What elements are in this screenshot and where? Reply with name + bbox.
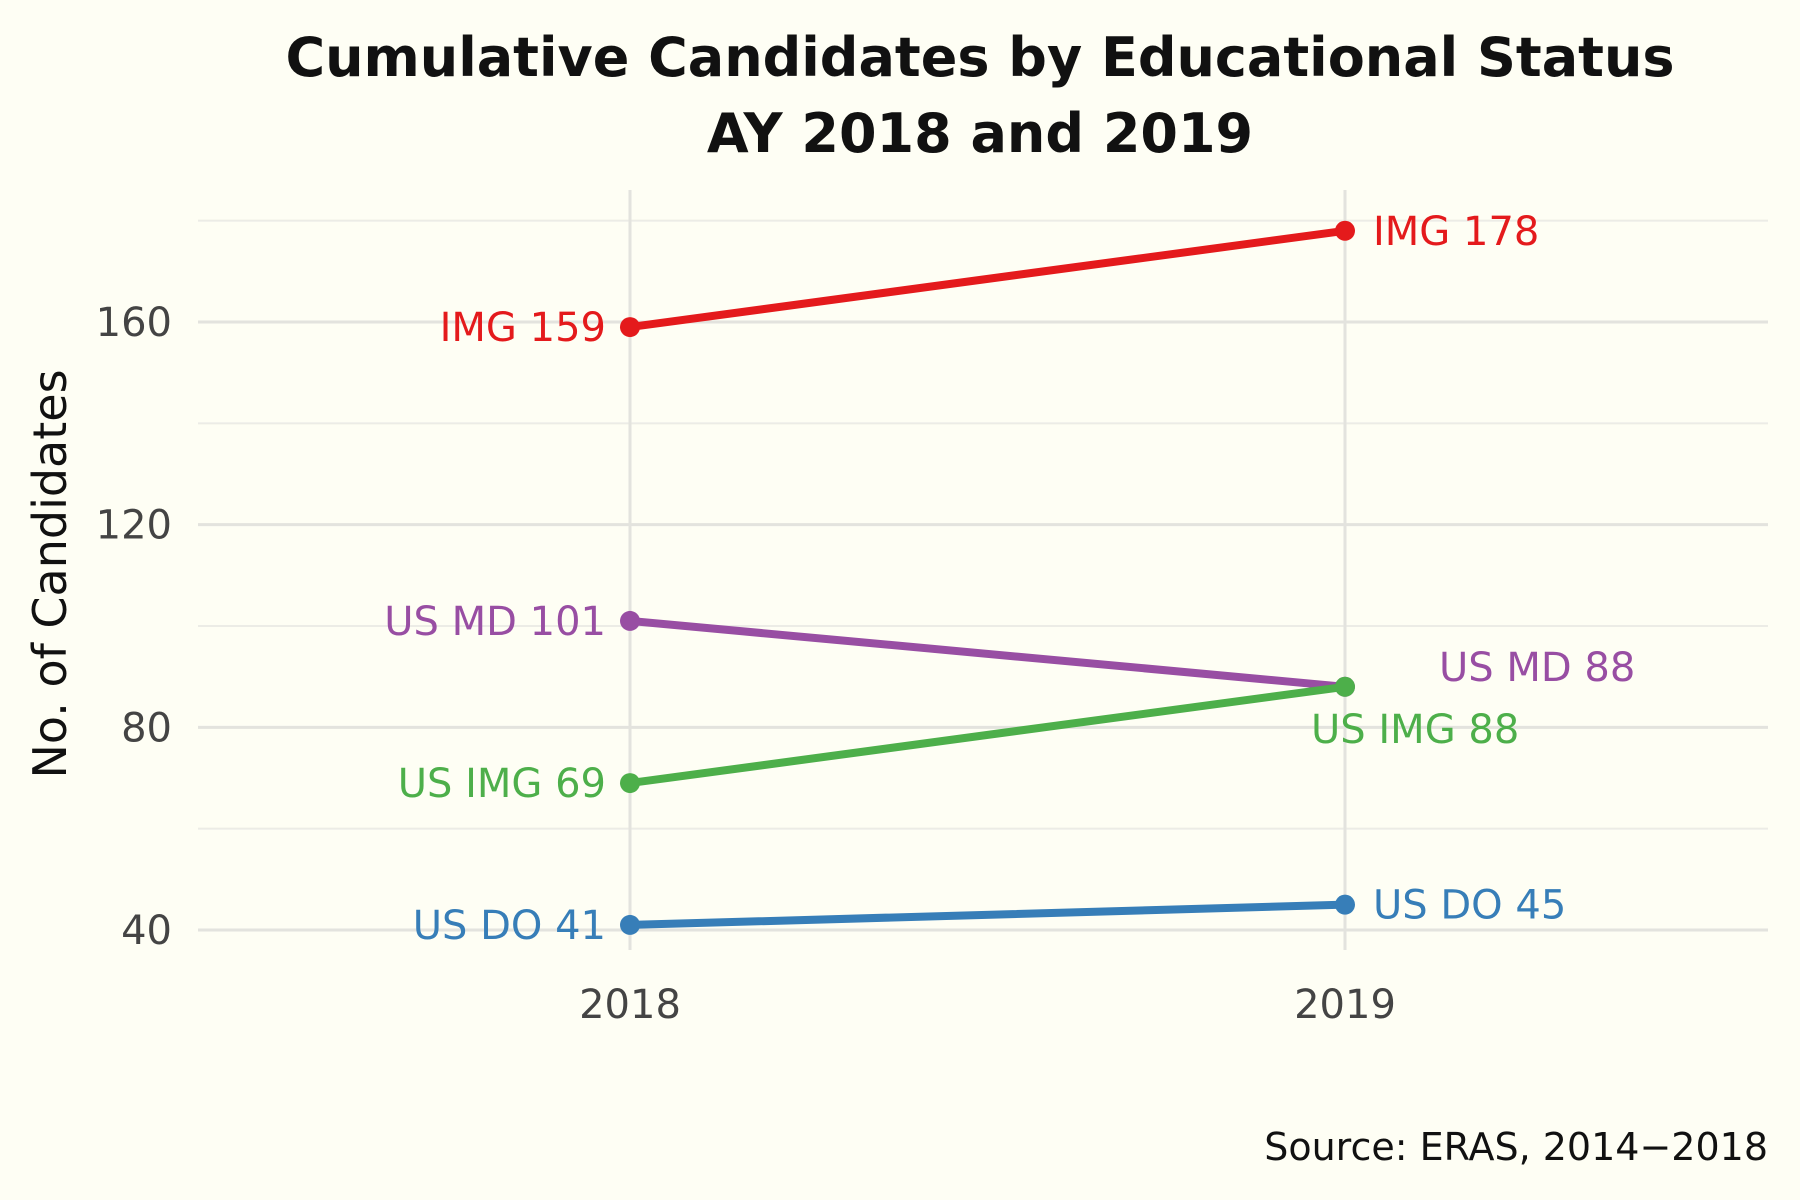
data-point-us-do-2018 bbox=[620, 914, 640, 935]
data-point-us-md-2018 bbox=[620, 610, 640, 631]
data-label-us-md-2018: US MD 101 bbox=[384, 599, 606, 645]
data-label-img-2018: IMG 159 bbox=[440, 305, 606, 351]
data-point-us-img-2018 bbox=[620, 773, 640, 794]
x-tick-label-1: 2019 bbox=[1294, 982, 1396, 1028]
data-point-img-2019 bbox=[1335, 220, 1355, 241]
series-layer bbox=[620, 220, 1355, 935]
x-tick-label-0: 2018 bbox=[579, 982, 681, 1028]
data-label-us-img-2019: US IMG 88 bbox=[1311, 707, 1519, 753]
data-label-us-md-2019: US MD 88 bbox=[1439, 645, 1635, 691]
y-tick-label-1: 80 bbox=[121, 705, 172, 751]
chart-title-line-1: Cumulative Candidates by Educational Sta… bbox=[285, 26, 1674, 89]
y-tick-label-0: 40 bbox=[121, 908, 172, 954]
label-layer: IMG 159 IMG 178 US MD 101 US MD 88 US IMG 69… bbox=[384, 209, 1635, 949]
data-label-img-2019: IMG 178 bbox=[1373, 209, 1539, 255]
y-tick-label-3: 160 bbox=[96, 300, 172, 346]
data-point-img-2018 bbox=[620, 317, 640, 338]
series-line-us-md bbox=[626, 616, 1349, 691]
source-caption: Source: ERAS, 2014−2018 bbox=[1264, 1125, 1768, 1169]
series-line-us-do bbox=[626, 900, 1349, 929]
y-tick-label-2: 120 bbox=[96, 503, 172, 549]
data-point-us-img-2019 bbox=[1335, 676, 1355, 697]
data-label-us-img-2018: US IMG 69 bbox=[398, 761, 606, 807]
data-label-us-do-2019: US DO 45 bbox=[1373, 883, 1566, 929]
data-label-us-do-2018: US DO 41 bbox=[413, 903, 606, 949]
chart-title-line-2: AY 2018 and 2019 bbox=[707, 102, 1253, 165]
y-axis-title: No. of Candidates bbox=[23, 369, 77, 778]
grid-layer: 40 80 120 160 2018 2019 bbox=[96, 190, 1768, 1028]
series-line-us-img bbox=[626, 682, 1349, 788]
series-line-img bbox=[626, 226, 1349, 332]
data-point-us-do-2019 bbox=[1335, 894, 1355, 915]
